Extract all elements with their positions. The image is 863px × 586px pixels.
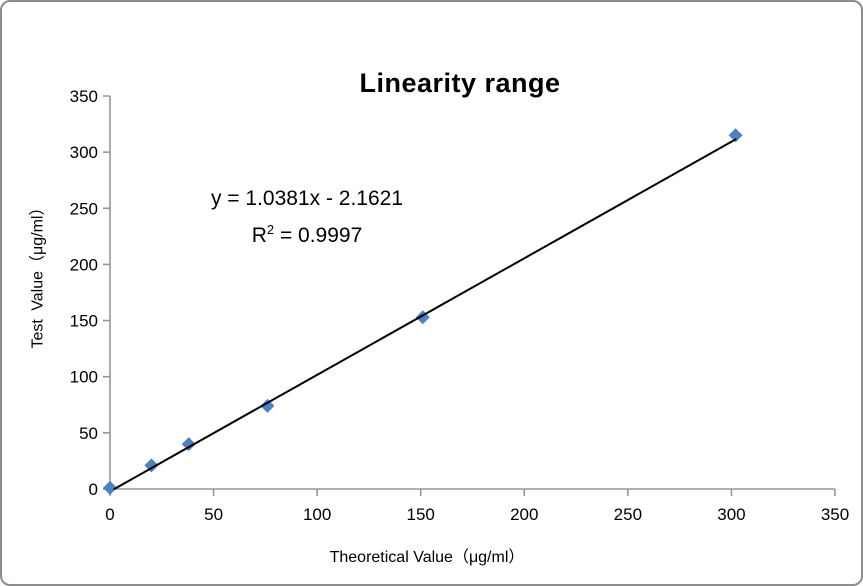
- x-tick-label: 250: [614, 505, 642, 524]
- equation-text: y = 1.0381x - 2.1621: [210, 187, 404, 210]
- r-squared-text: R2 = 0.9997: [251, 222, 363, 247]
- y-tick-label: 200: [70, 255, 98, 274]
- data-point-marker: [103, 480, 117, 495]
- y-tick-label: 350: [70, 87, 98, 106]
- y-tick-label: 100: [70, 368, 98, 387]
- trendline: [113, 138, 737, 490]
- data-point-marker: [181, 437, 196, 452]
- data-point-marker: [728, 128, 743, 143]
- x-axis-title: Theoretical Value（μg/ml）: [329, 549, 525, 566]
- data-point-marker: [260, 398, 275, 413]
- x-tick-label: 0: [105, 505, 114, 524]
- data-point-marker: [144, 458, 159, 473]
- x-tick-label: 200: [510, 505, 538, 524]
- y-tick-label: 50: [79, 424, 98, 443]
- y-axis-title: Test Value（μg/ml）: [29, 199, 47, 349]
- x-tick-label: 50: [204, 505, 223, 524]
- y-tick-label: 300: [70, 143, 98, 162]
- y-tick-label: 250: [70, 199, 98, 218]
- y-tick-label: 150: [70, 312, 98, 331]
- y-tick-label: 0: [89, 480, 98, 499]
- x-tick-label: 150: [407, 505, 435, 524]
- chart-title: Linearity range: [359, 68, 561, 98]
- x-tick-label: 300: [717, 505, 745, 524]
- trendline-annotation: y = 1.0381x - 2.1621 R2 = 0.9997: [152, 183, 462, 251]
- x-tick-label: 100: [303, 505, 331, 524]
- x-tick-label: 350: [821, 505, 849, 524]
